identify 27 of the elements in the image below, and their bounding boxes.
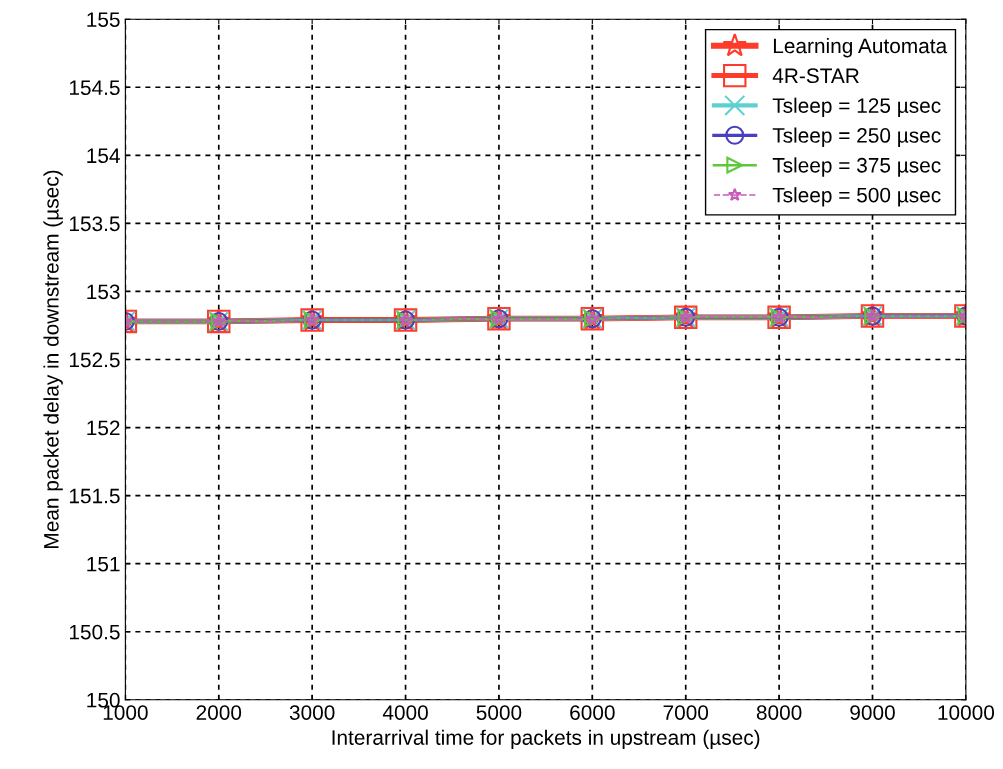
y-tick-label: 151 — [87, 556, 120, 572]
y-tick-label: 152 — [87, 420, 120, 436]
y-tick-label: 150.5 — [69, 624, 120, 640]
x-tick-label: 10000 — [938, 705, 995, 720]
x-tick-label: 7000 — [663, 705, 709, 720]
x-tick-label: 9000 — [850, 705, 895, 720]
x-tick-label: 4000 — [382, 705, 428, 720]
x-tick-label: 2000 — [196, 705, 242, 720]
y-axis-title: Mean packet delay in downstream (µsec) — [43, 170, 63, 548]
x-tick-label: 6000 — [570, 705, 615, 720]
y-tick-label: 154.5 — [69, 80, 120, 96]
x-tick-label: 8000 — [756, 705, 802, 720]
x-tick-label: 3000 — [289, 705, 335, 720]
legend-label: Tsleep = 250 µsec — [772, 127, 941, 147]
x-tick-label: 5000 — [476, 705, 522, 720]
x-axis-title: Interarrival time for packets in upstream (µsec) — [332, 729, 760, 750]
legend-label: Tsleep = 375 µsec — [772, 157, 941, 177]
y-tick-label: 153 — [87, 284, 120, 300]
legend-label: Tsleep = 125 µsec — [772, 97, 941, 118]
y-tick-label: 152.5 — [69, 352, 120, 368]
y-tick-label: 151.5 — [69, 488, 120, 504]
y-tick-label: 154 — [87, 148, 120, 164]
legend-label: Tsleep = 500 µsec — [772, 187, 941, 207]
legend-label: 4R-STAR — [772, 68, 859, 84]
legend-label: Learning Automata — [773, 37, 948, 58]
y-tick-label: 155 — [87, 12, 120, 27]
y-tick-label: 153.5 — [69, 216, 120, 232]
